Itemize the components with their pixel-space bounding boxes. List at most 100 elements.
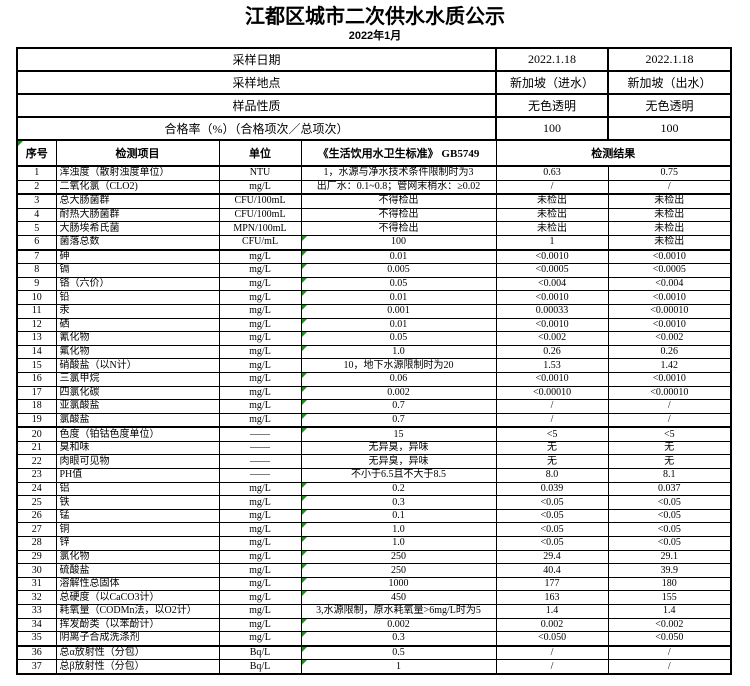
- cell-item: 锰: [55, 508, 220, 524]
- standard-text: 0.002: [387, 386, 410, 398]
- table-row: 24 铝 mg/L 0.2 0.039 0.037: [16, 481, 732, 497]
- cell-standard: 0.06: [300, 371, 497, 387]
- error-indicator-icon: [18, 142, 23, 146]
- water-quality-table: 采样日期 2022.1.18 2022.1.18 采样地点 新加坡（进水） 新加坡（出水）…: [15, 47, 733, 675]
- cell-result-outlet: 155: [607, 590, 732, 605]
- table-row: 25 铁 mg/L 0.3 <0.05 <0.05: [16, 495, 732, 510]
- cell-result-inlet: <0.0010: [495, 290, 609, 305]
- cell-unit: mg/L: [218, 590, 302, 605]
- standard-text: 1: [396, 660, 401, 672]
- cell-unit: ——: [218, 440, 302, 456]
- cell-item: 亚氯酸盐: [55, 399, 220, 414]
- error-indicator-icon: [302, 619, 307, 624]
- cell-result-inlet: <0.05: [495, 536, 609, 551]
- cell-item: 氟化物: [55, 344, 220, 360]
- cell-result-outlet: <0.050: [607, 631, 732, 647]
- standard-text: 1000: [388, 578, 409, 590]
- cell-result-inlet: 0.039: [495, 481, 609, 497]
- cell-result-inlet: 1.53: [495, 358, 609, 373]
- error-indicator-icon: [302, 523, 307, 529]
- cell-standard: 1，水源与净水技术条件限制时为3: [300, 165, 497, 181]
- table-row: 14 氟化物 mg/L 1.0 0.26 0.26: [16, 344, 732, 360]
- cell-standard: 不小于6.5且不大于8.5: [300, 468, 497, 483]
- table-row: 32 总硬度（以CaCO3计） mg/L 450 163 155: [16, 590, 732, 605]
- cell-item: 总硬度（以CaCO3计）: [55, 590, 220, 605]
- cell-result-outlet: 8.1: [607, 468, 732, 483]
- cell-result-inlet: /: [495, 645, 609, 661]
- table-row: 35 阴离子合成洗涤剂 mg/L 0.3 <0.050 <0.050: [16, 631, 732, 647]
- table-row: 12 硒 mg/L 0.01 <0.0010 <0.0010: [16, 317, 732, 333]
- info-row: 样品性质 无色透明 无色透明: [15, 93, 733, 118]
- cell-seq: 28: [16, 536, 57, 551]
- cell-standard: 0.001: [300, 303, 497, 319]
- cell-result-inlet: 无: [495, 440, 609, 456]
- cell-seq: 11: [16, 303, 57, 319]
- table-row: 7 砷 mg/L 0.01 <0.0010 <0.0010: [16, 249, 732, 265]
- cell-result-inlet: 0.00033: [495, 303, 609, 319]
- cell-standard: 0.002: [300, 385, 497, 401]
- cell-seq: 21: [16, 440, 57, 456]
- cell-result-outlet: <0.002: [607, 331, 732, 346]
- standard-text: 0.01: [389, 291, 408, 303]
- cell-standard: 1000: [300, 576, 497, 592]
- cell-result-inlet: /: [495, 659, 609, 675]
- cell-item: 铜: [55, 522, 220, 538]
- cell-unit: mg/L: [218, 522, 302, 538]
- header-tbody: 序号 检测项目 单位 《生活饮用水卫生标准》 GB5749 检测结果: [16, 139, 732, 167]
- standard-text: 0.01: [389, 250, 408, 262]
- cell-unit: mg/L: [218, 399, 302, 414]
- cell-unit: mg/L: [218, 563, 302, 578]
- standard-text: 1.0: [392, 537, 405, 549]
- cell-result-inlet: 1: [495, 234, 609, 251]
- error-indicator-icon: [302, 483, 307, 488]
- cell-seq: 19: [16, 412, 57, 429]
- cell-result-outlet: 未检出: [607, 234, 732, 251]
- cell-unit: mg/L: [218, 249, 302, 265]
- cell-unit: mg/L: [218, 549, 302, 565]
- page-title: 江都区城市二次供水水质公示: [245, 6, 505, 28]
- cell-standard: 15: [300, 426, 497, 442]
- header-no: 序号: [16, 139, 57, 167]
- error-indicator-icon: [302, 291, 307, 297]
- cell-result-inlet: 未检出: [495, 221, 609, 236]
- cell-result-inlet: <0.002: [495, 331, 609, 346]
- header-result: 检测结果: [495, 139, 732, 167]
- standard-text: 0.5: [392, 647, 405, 659]
- cell-seq: 13: [16, 331, 57, 346]
- cell-seq: 8: [16, 263, 57, 278]
- cell-seq: 5: [16, 221, 57, 236]
- cell-result-inlet: <0.004: [495, 276, 609, 292]
- cell-unit: mg/L: [218, 276, 302, 292]
- cell-standard: 0.5: [300, 645, 497, 661]
- table-row: 33 耗氧量（CODMn法，以O2计） mg/L 3,水源限制，原水耗氧量>6mg/L…: [16, 604, 732, 619]
- cell-standard: 0.01: [300, 290, 497, 305]
- standard-text: 无异臭，异味: [368, 455, 429, 467]
- cell-standard: 无异臭，异味: [300, 440, 497, 456]
- table-row: 15 硝酸盐（以N计） mg/L 10，地下水源限制时为20 1.53 1.42: [16, 358, 732, 373]
- standard-text: 不得检出: [378, 195, 419, 207]
- error-indicator-icon: [302, 428, 307, 434]
- error-indicator-icon: [302, 332, 307, 338]
- error-indicator-icon: [302, 646, 307, 652]
- standard-text: 出厂水：0.1~0.8；管网末梢水：≥0.02: [316, 180, 481, 192]
- table-row: 10 铅 mg/L 0.01 <0.0010 <0.0010: [16, 290, 732, 305]
- table-row: 11 汞 mg/L 0.001 0.00033 <0.00010: [16, 303, 732, 319]
- results-tbody: 1 浑浊度（散射浊度单位） NTU 1，水源与净水技术条件限制时为3 0.63 0.75 2…: [16, 165, 732, 675]
- header-standard: 《生活饮用水卫生标准》 GB5749: [300, 139, 497, 167]
- cell-result-outlet: <0.00010: [607, 385, 732, 401]
- cell-unit: mg/L: [218, 536, 302, 551]
- cell-result-outlet: 0.26: [607, 344, 732, 360]
- cell-seq: 23: [16, 468, 57, 483]
- table-row: 5 大肠埃希氏菌 MPN/100mL 不得检出 未检出 未检出: [16, 221, 732, 236]
- cell-unit: mg/L: [218, 412, 302, 429]
- cell-seq: 24: [16, 481, 57, 497]
- cell-seq: 7: [16, 249, 57, 265]
- info-value-outlet: 2022.1.18: [607, 47, 733, 72]
- table-row: 21 臭和味 —— 无异臭，异味 无无: [16, 440, 732, 456]
- cell-unit: mg/L: [218, 371, 302, 387]
- info-row: 采样日期 2022.1.18 2022.1.18: [15, 47, 733, 72]
- cell-result-inlet: /: [495, 399, 609, 414]
- info-label: 合格率（%）（合格项次／总项次）: [15, 116, 498, 141]
- info-label: 采样地点: [15, 70, 498, 95]
